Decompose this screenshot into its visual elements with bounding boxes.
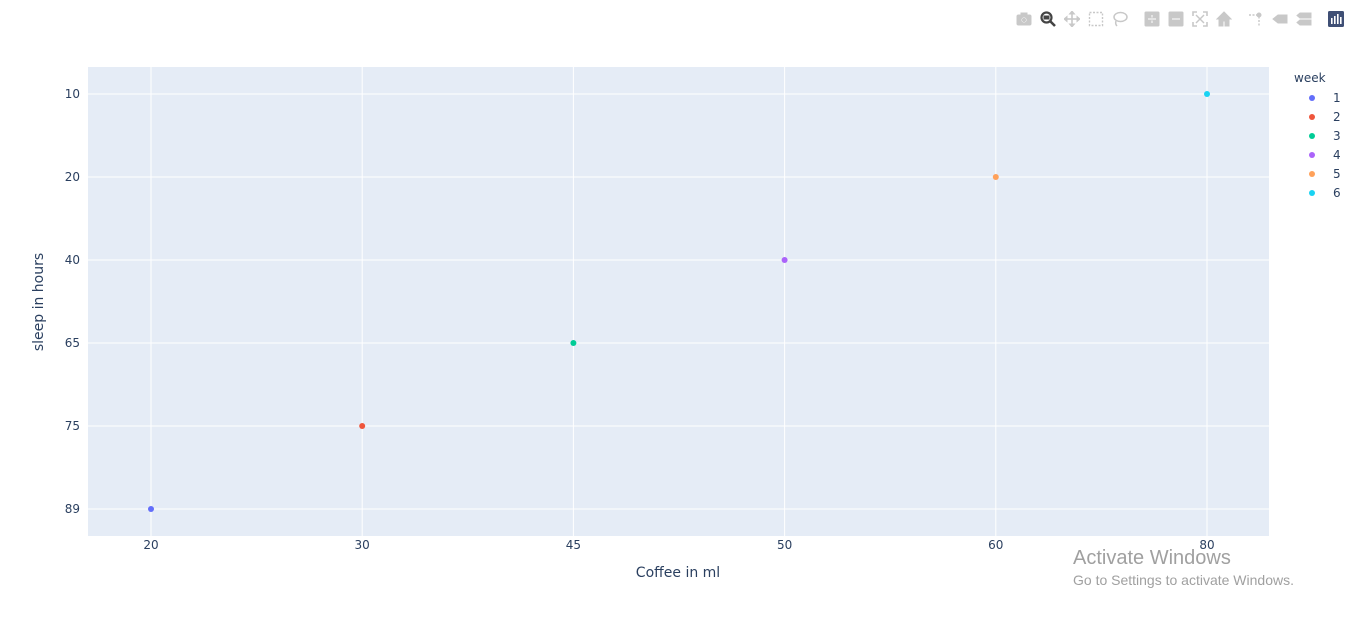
zoom-in-icon xyxy=(1144,11,1160,27)
spike-lines-icon xyxy=(1249,12,1262,26)
y-tick-label: 89 xyxy=(65,502,80,516)
box-select-icon xyxy=(1088,11,1104,27)
legend-label-4[interactable]: 4 xyxy=(1333,148,1341,162)
reset-axes-icon xyxy=(1216,11,1232,27)
y-tick-label: 75 xyxy=(65,419,80,433)
y-gridlines xyxy=(88,93,1269,510)
watermark-line2: Go to Settings to activate Windows. xyxy=(1073,572,1294,588)
zoom-button[interactable] xyxy=(1036,9,1060,29)
y-tick-label: 10 xyxy=(65,87,80,101)
hover-closest-icon xyxy=(1272,14,1288,24)
lasso-select-button[interactable] xyxy=(1108,9,1132,29)
data-point-week-1[interactable] xyxy=(148,506,154,512)
x-axis-title: Coffee in ml xyxy=(636,565,720,581)
x-tick-label: 45 xyxy=(566,538,581,552)
legend-marker-5[interactable] xyxy=(1309,171,1315,177)
x-tick-label: 60 xyxy=(988,538,1003,552)
camera-icon xyxy=(1016,12,1032,26)
y-tick-label: 65 xyxy=(65,336,80,350)
zoom-in-button[interactable] xyxy=(1140,9,1164,29)
legend-label-6[interactable]: 6 xyxy=(1333,186,1341,200)
x-gridlines xyxy=(150,67,1208,536)
legend-title: week xyxy=(1294,71,1326,85)
pan-button[interactable] xyxy=(1060,9,1084,29)
plotly-logo-button[interactable] xyxy=(1324,9,1348,29)
hover-compare-button[interactable] xyxy=(1292,9,1316,29)
legend: 1 2 3 4 5 6 xyxy=(1309,91,1341,200)
spike-lines-button[interactable] xyxy=(1244,9,1268,29)
data-point-week-4[interactable] xyxy=(781,257,788,263)
x-tick-labels: 20 30 45 50 60 80 xyxy=(143,538,1214,552)
autoscale-icon xyxy=(1192,11,1208,27)
legend-marker-4[interactable] xyxy=(1309,152,1315,158)
camera-button[interactable] xyxy=(1012,9,1036,29)
y-tick-label: 20 xyxy=(65,170,80,184)
zoom-out-button[interactable] xyxy=(1164,9,1188,29)
legend-marker-1[interactable] xyxy=(1309,95,1315,101)
modebar xyxy=(1012,9,1348,29)
x-tick-label: 20 xyxy=(143,538,158,552)
y-tick-label: 40 xyxy=(65,253,80,267)
reset-axes-button[interactable] xyxy=(1212,9,1236,29)
activate-windows-watermark: Activate Windows Go to Settings to activ… xyxy=(1073,546,1294,590)
data-points xyxy=(148,91,1210,512)
autoscale-button[interactable] xyxy=(1188,9,1212,29)
zoom-out-icon xyxy=(1168,11,1184,27)
plot-area[interactable] xyxy=(88,67,1269,536)
zoom-icon xyxy=(1040,11,1056,27)
hover-compare-icon xyxy=(1296,12,1312,26)
x-tick-label: 30 xyxy=(355,538,370,552)
data-point-week-5[interactable] xyxy=(992,174,999,180)
legend-marker-6[interactable] xyxy=(1309,190,1315,196)
y-axis-title: sleep in hours xyxy=(31,253,47,351)
box-select-button[interactable] xyxy=(1084,9,1108,29)
legend-label-2[interactable]: 2 xyxy=(1333,110,1341,124)
data-point-week-6[interactable] xyxy=(1204,91,1210,97)
plotly-logo-icon xyxy=(1328,11,1344,27)
legend-marker-2[interactable] xyxy=(1309,114,1315,120)
data-point-week-2[interactable] xyxy=(359,423,366,429)
hover-closest-button[interactable] xyxy=(1268,9,1292,29)
pan-icon xyxy=(1064,11,1080,27)
x-tick-label: 50 xyxy=(777,538,792,552)
lasso-select-icon xyxy=(1113,11,1128,27)
legend-label-5[interactable]: 5 xyxy=(1333,167,1341,181)
legend-label-1[interactable]: 1 xyxy=(1333,91,1341,105)
watermark-line1: Activate Windows xyxy=(1073,547,1231,569)
legend-marker-3[interactable] xyxy=(1309,133,1315,139)
x-tick-label: 80 xyxy=(1199,538,1214,552)
y-tick-labels: 89 75 65 40 20 10 xyxy=(65,87,80,516)
legend-label-3[interactable]: 3 xyxy=(1333,129,1341,143)
data-point-week-3[interactable] xyxy=(570,340,577,346)
